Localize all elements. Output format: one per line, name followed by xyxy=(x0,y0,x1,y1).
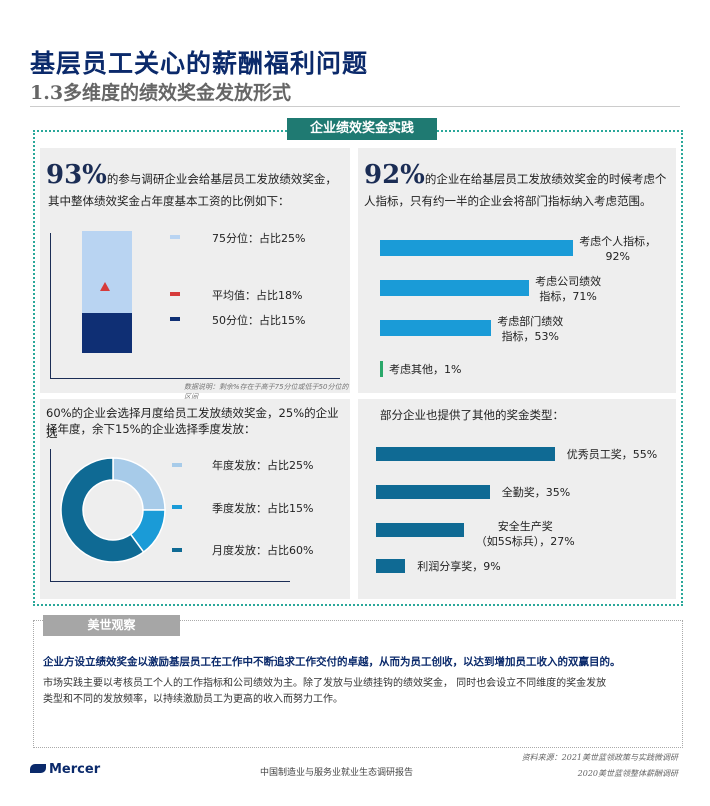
bonus-type-bar xyxy=(376,447,555,461)
panel-bl-text1: 60%的企业会选择月度给员工发放绩效奖金，25%的企业选 xyxy=(46,406,339,440)
indicator-bar-label-line1: 考虑其他，1% xyxy=(389,363,462,376)
bonus-type-label-line1: 安全生产奖 xyxy=(497,520,553,533)
observation-tag: 美世观察 xyxy=(43,615,180,636)
observation-box xyxy=(33,620,683,748)
indicator-bar-label-line1: 考虑公司绩效 xyxy=(535,275,602,288)
data-note: 数据说明：剩余%存在于高于75分位或低于50分位的区间 xyxy=(184,383,349,401)
bonus-type-label: 优秀员工奖，55% xyxy=(567,447,657,462)
title-divider xyxy=(30,106,680,107)
donut-slice xyxy=(60,457,145,563)
panel-top-left: 93%的参与调研企业会给基层员工发放绩效奖金， 其中整体绩效奖金占年度基本工资的… xyxy=(40,148,350,401)
stat-93: 93% xyxy=(46,160,107,190)
indicator-bar-label-line2: 指标，53% xyxy=(501,330,560,343)
panel-tl-text1: 的参与调研企业会给基层员工发放绩效奖金， xyxy=(106,172,337,186)
legend-swatch-75 xyxy=(170,235,180,239)
panel-bottom-right: 部分企业也提供了其他的奖金类型： 优秀员工奖，55% 全勤奖，35% 安全生产奖 （如… xyxy=(358,399,676,599)
observation-headline: 企业方设立绩效奖金以激励基层员工在工作中不断追求工作交付的卓越，从而为员工创收，… xyxy=(43,656,621,668)
average-marker-icon xyxy=(100,282,110,291)
bonus-type-bar xyxy=(376,559,406,573)
bonus-type-label-line1: 利润分享奖，9% xyxy=(417,560,501,573)
panel-tl-text2: 其中整体绩效奖金占年度基本工资的比例如下： xyxy=(48,194,290,208)
page-subtitle: 1.3多维度的绩效奖金发放形式 xyxy=(30,82,292,104)
panel-bl-text2: 择年度，余下15%的企业选择季度发放： xyxy=(46,422,256,436)
axis-y xyxy=(50,233,51,378)
indicator-bar xyxy=(380,240,574,256)
legend-50: 50分位：占比15% xyxy=(212,314,306,327)
legend-avg: 平均值：占比18% xyxy=(212,289,303,302)
indicator-bar-label: 考虑其他，1% xyxy=(389,362,461,377)
range-50-block xyxy=(82,313,132,353)
panel-tr-text2: 人指标，只有约一半的企业会将部门指标纳入考虑范围。 xyxy=(364,194,652,208)
observation-body-line2: 类型和不同的发放频率，以持续激励员工为更高的收入而努力工作。 xyxy=(43,694,343,705)
indicator-bar-label: 考虑部门绩效 指标，53% xyxy=(497,314,563,344)
panel-top-right: 92%的企业在给基层员工发放绩效奖金的时候考虑个 人指标，只有约一半的企业会将部… xyxy=(358,148,676,393)
legend-swatch-50 xyxy=(170,317,180,321)
footer-report-name: 中国制造业与服务业就业生态调研报告 xyxy=(260,768,414,778)
panel-br-text1: 部分企业也提供了其他的奖金类型： xyxy=(380,408,564,422)
indicator-bar-label: 考虑公司绩效 指标，71% xyxy=(535,274,601,304)
mercer-logo: Mercer xyxy=(30,762,100,777)
mercer-logo-text: Mercer xyxy=(49,762,101,777)
donut-slice xyxy=(112,457,166,511)
legend-monthly: 月度发放：占比60% xyxy=(212,544,314,557)
legend-swatch-quarterly xyxy=(172,505,182,509)
range-75-block xyxy=(82,231,132,313)
bonus-type-label: 全勤奖，35% xyxy=(502,485,570,500)
legend-swatch-monthly xyxy=(172,548,182,552)
bonus-type-label-line1: 全勤奖，35% xyxy=(501,486,571,499)
indicator-bar-label-line2: 指标，71% xyxy=(539,290,597,303)
axis-y xyxy=(50,449,51,581)
legend-swatch-annual xyxy=(172,463,182,467)
frequency-donut xyxy=(60,457,166,563)
legend-annual: 年度发放：占比25% xyxy=(212,459,314,472)
indicator-bar xyxy=(380,320,492,336)
legend-75: 75分位：占比25% xyxy=(212,232,306,245)
stat-92: 92% xyxy=(364,160,425,190)
bonus-type-label: 利润分享奖，9% xyxy=(417,559,500,574)
legend-quarterly: 季度发放：占比15% xyxy=(212,502,314,515)
observation-body: 市场实践主要以考核员工个人的工作指标和公司绩效为主。除了发放与业绩挂钩的绩效奖金… xyxy=(43,676,683,708)
source-line2: 2020美世蓝领整体薪酬调研 xyxy=(577,769,678,778)
frame-tag: 企业绩效奖金实践 xyxy=(287,118,437,140)
axis-x xyxy=(50,378,340,379)
indicator-bar-label-line2: 92% xyxy=(605,250,630,263)
axis-x xyxy=(50,581,290,582)
indicator-bar-label: 考虑个人指标， 92% xyxy=(579,234,656,264)
bonus-type-bar xyxy=(376,485,490,499)
legend-swatch-avg xyxy=(170,292,180,296)
mercer-logo-icon xyxy=(30,764,46,773)
bonus-type-bar xyxy=(376,523,464,537)
indicator-bar xyxy=(380,361,383,377)
indicator-bar-label-line1: 考虑部门绩效 xyxy=(497,315,564,328)
bonus-type-label: 安全生产奖 （如5S标兵），27% xyxy=(476,519,575,549)
bonus-type-label-line2: （如5S标兵），27% xyxy=(475,535,575,548)
panel-tr-text1: 的企业在给基层员工发放绩效奖金的时候考虑个 xyxy=(424,172,667,186)
page-title: 基层员工关心的薪酬福利问题 xyxy=(30,49,369,78)
indicator-bar-label-line1: 考虑个人指标， xyxy=(579,235,657,248)
indicator-bar xyxy=(380,280,530,296)
source-line1: 资料来源：2021美世蓝领政策与实践微调研 xyxy=(521,753,678,762)
observation-body-line1: 市场实践主要以考核员工个人的工作指标和公司绩效为主。除了发放与业绩挂钩的绩效奖金… xyxy=(43,678,607,689)
bonus-type-label-line1: 优秀员工奖，55% xyxy=(566,448,658,461)
panel-bottom-left: 60%的企业会选择月度给员工发放绩效奖金，25%的企业选 择年度，余下15%的企… xyxy=(40,399,350,599)
